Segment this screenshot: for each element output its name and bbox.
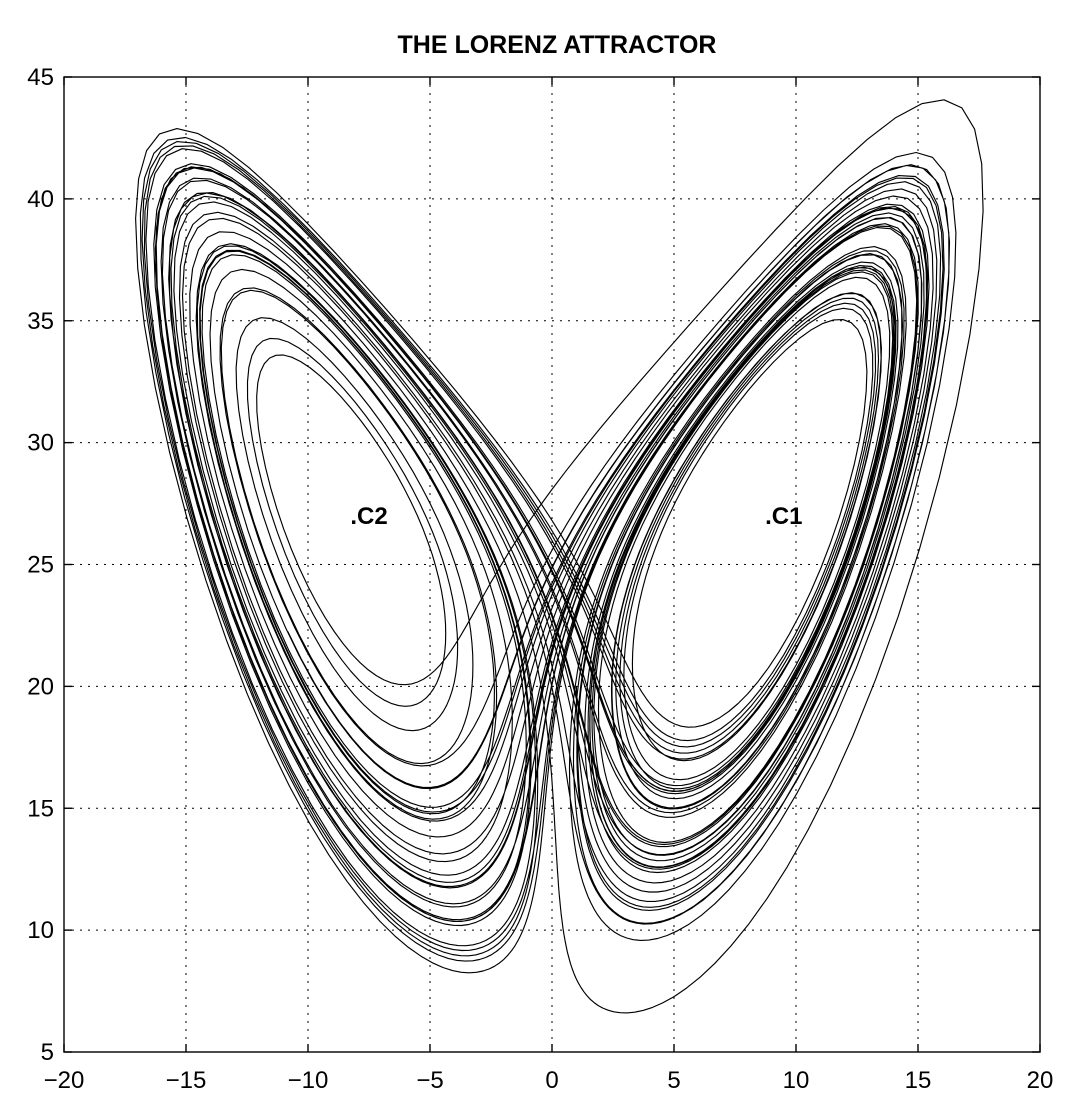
axis-ticks (63, 76, 1041, 1053)
x-tick-label: 20 (1027, 1067, 1054, 1094)
annotation-c2: .C2 (350, 503, 387, 530)
y-tick-label: 15 (27, 795, 54, 822)
lorenz-trajectory (135, 99, 984, 1014)
x-tick-label: −10 (288, 1067, 329, 1094)
y-tick-label: 30 (27, 430, 54, 457)
chart-title: THE LORENZ ATTRACTOR (398, 31, 717, 59)
y-tick-label: 10 (27, 917, 54, 944)
y-tick-label: 45 (27, 64, 54, 91)
x-tick-label: −15 (166, 1067, 207, 1094)
y-tick-label: 40 (27, 186, 54, 213)
trajectory-layer (135, 99, 984, 1014)
annotation-c1: .C1 (765, 503, 802, 530)
x-tick-label: −20 (44, 1067, 85, 1094)
y-tick-label: 25 (27, 552, 54, 579)
x-tick-label: 15 (905, 1067, 932, 1094)
annotations: .C2 .C1 (350, 503, 802, 530)
x-tick-label: 5 (667, 1067, 680, 1094)
y-tick-label: 35 (27, 308, 54, 335)
y-tick-label: 5 (41, 1039, 54, 1066)
y-axis-tick-labels: 5 10 15 20 25 30 35 40 45 (27, 64, 54, 1066)
x-tick-label: 0 (545, 1067, 558, 1094)
x-axis-tick-labels: −20 −15 −10 −5 0 5 10 15 20 (44, 1067, 1054, 1094)
y-tick-label: 20 (27, 673, 54, 700)
x-tick-label: 10 (783, 1067, 810, 1094)
x-tick-label: −5 (416, 1067, 443, 1094)
